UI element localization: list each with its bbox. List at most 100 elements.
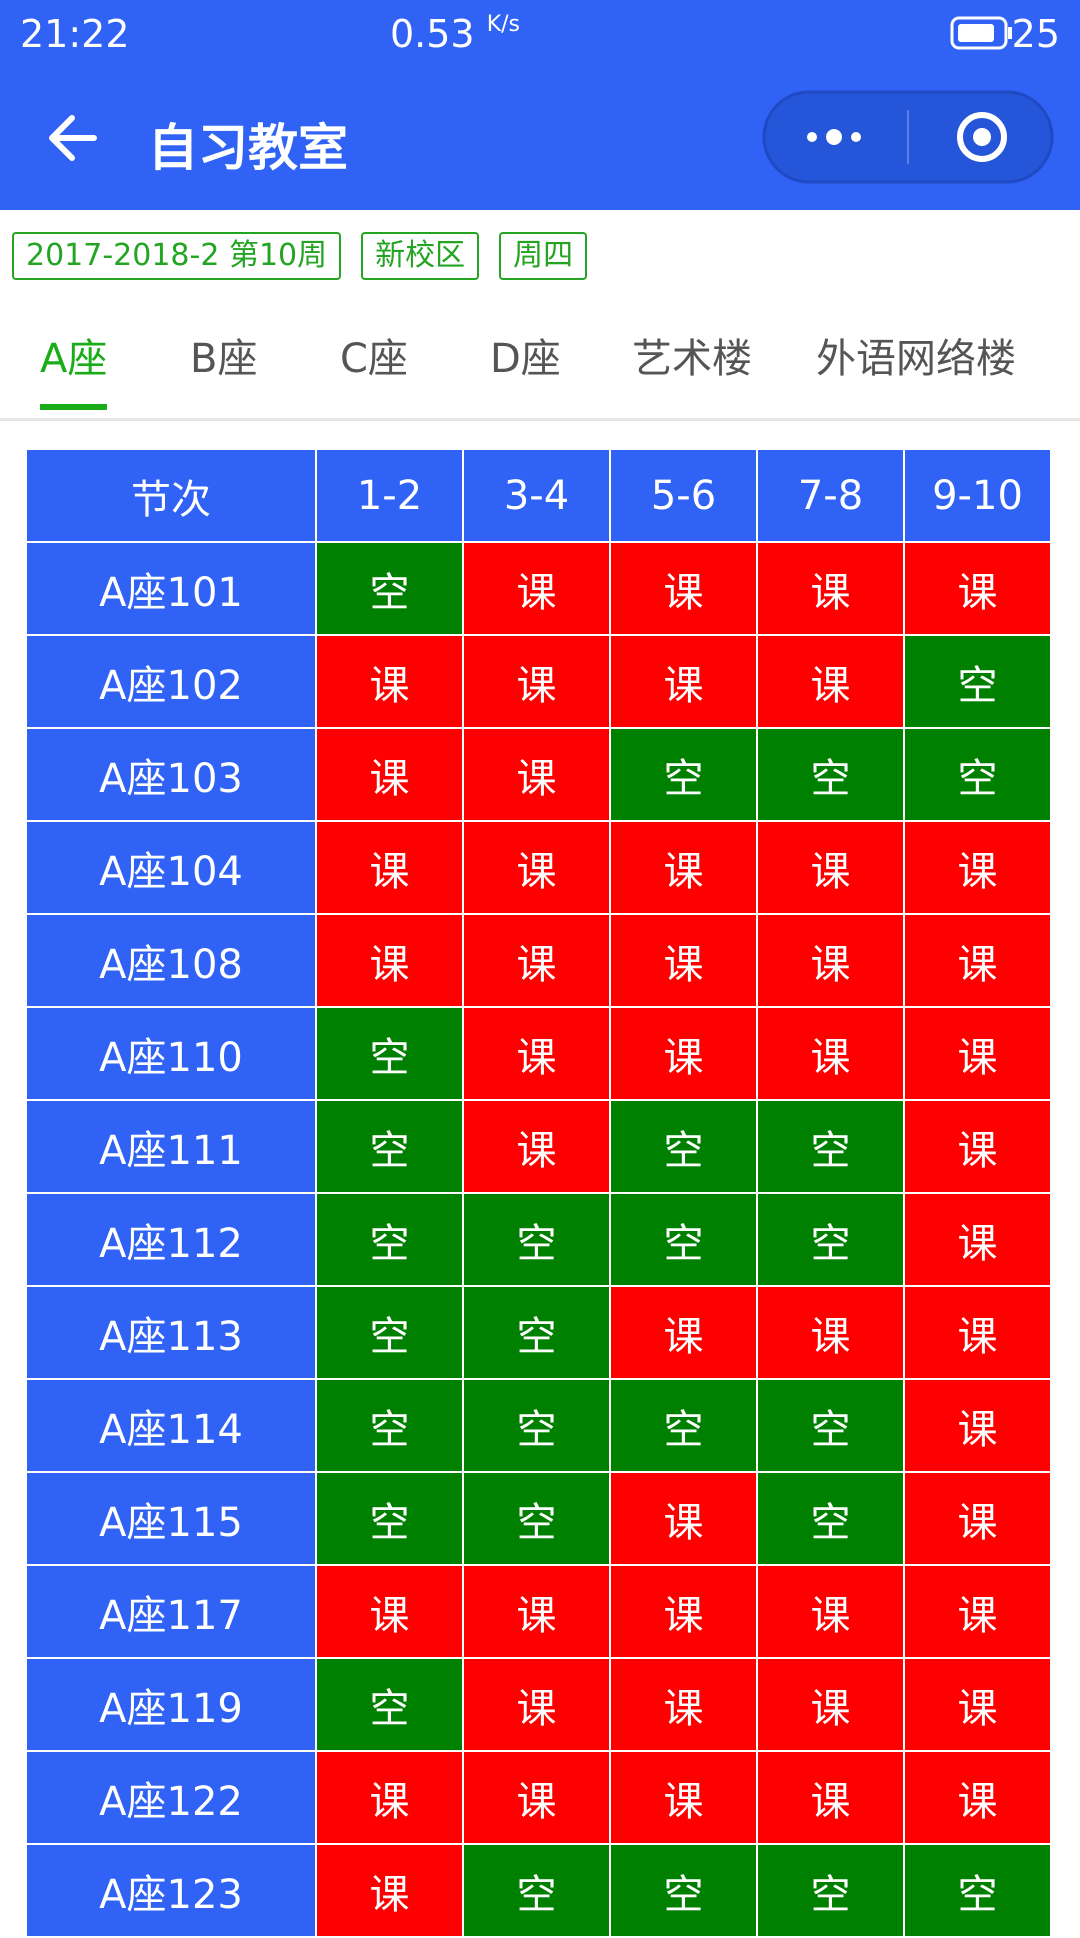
room-name: A座112 [27, 1194, 315, 1285]
period-status: 课 [317, 915, 462, 1006]
period-status: 课 [905, 1101, 1050, 1192]
room-row: A座112 空空空空课 [27, 1194, 1050, 1285]
period-status: 空 [611, 1380, 756, 1471]
filter-tag[interactable]: 2017-2018-2 第10周 [12, 232, 342, 280]
period-status: 课 [905, 1473, 1050, 1564]
period-status: 课 [758, 1752, 903, 1843]
period-status: 课 [464, 1101, 609, 1192]
room-row: A座111 空课空空课 [27, 1101, 1050, 1192]
building-tabs: A座 B座 C座 D座 艺术楼 外语网络楼 [0, 320, 1080, 421]
period-status: 课 [611, 1008, 756, 1099]
network-speed: 0.53 K/s [390, 12, 520, 56]
period-status: 空 [464, 1473, 609, 1564]
period-status: 课 [317, 636, 462, 727]
filter-tag[interactable]: 周四 [499, 232, 588, 280]
period-status: 课 [758, 1566, 903, 1657]
period-status: 课 [905, 822, 1050, 913]
period-status: 课 [464, 822, 609, 913]
period-status: 空 [317, 543, 462, 634]
room-schedule: 节次 1-2 3-4 5-6 7-8 9-10 A座101 空课课课课 A座102 课课课课空 A座… [25, 448, 1052, 1938]
period-status: 空 [464, 1194, 609, 1285]
building-tab[interactable]: 艺术楼 [632, 336, 752, 382]
header-cell: 节次 [27, 450, 315, 541]
room-row: A座113 空空课课课 [27, 1287, 1050, 1378]
period-status: 空 [464, 1845, 609, 1936]
period-status: 课 [317, 729, 462, 820]
filter-tag[interactable]: 新校区 [361, 232, 480, 280]
period-status: 空 [317, 1101, 462, 1192]
period-status: 课 [464, 915, 609, 1006]
period-status: 课 [611, 636, 756, 727]
room-row: A座108 课课课课课 [27, 915, 1050, 1006]
period-status: 课 [464, 1566, 609, 1657]
period-status: 课 [611, 1473, 756, 1564]
period-status: 课 [905, 1566, 1050, 1657]
room-name: A座104 [27, 822, 315, 913]
room-name: A座113 [27, 1287, 315, 1378]
period-status: 空 [611, 1194, 756, 1285]
period-status: 课 [758, 636, 903, 727]
period-status: 空 [905, 636, 1050, 727]
more-button[interactable] [807, 129, 861, 145]
period-status: 课 [905, 1380, 1050, 1471]
page-title: 自习教室 [148, 119, 348, 177]
period-status: 课 [464, 1752, 609, 1843]
period-status: 空 [464, 1380, 609, 1471]
tag-list: 2017-2018-2 第10周 新校区 周四 [12, 232, 607, 280]
period-status: 空 [611, 729, 756, 820]
room-row: A座115 空空课空课 [27, 1473, 1050, 1564]
status-bar: 21:22 0.53 K/s 25 [20, 8, 1060, 58]
building-tab[interactable]: A座 [40, 326, 108, 410]
close-button[interactable] [957, 112, 1007, 162]
room-row: A座110 空课课课课 [27, 1008, 1050, 1099]
period-status: 空 [905, 729, 1050, 820]
room-row: A座122 课课课课课 [27, 1752, 1050, 1843]
period-status: 课 [464, 543, 609, 634]
speed-value: 0.53 [390, 12, 475, 56]
room-row: A座114 空空空空课 [27, 1380, 1050, 1471]
period-status: 课 [611, 1752, 756, 1843]
header-row: 节次 1-2 3-4 5-6 7-8 9-10 [27, 450, 1050, 541]
room-row: A座123 课空空空空 [27, 1845, 1050, 1936]
room-row: A座101 空课课课课 [27, 543, 1050, 634]
period-status: 课 [905, 543, 1050, 634]
room-name: A座111 [27, 1101, 315, 1192]
building-tab[interactable]: 外语网络楼 [816, 336, 1016, 382]
period-status: 课 [464, 1008, 609, 1099]
period-status: 课 [905, 1008, 1050, 1099]
building-tab[interactable]: D座 [490, 336, 561, 382]
period-status: 空 [758, 729, 903, 820]
room-row: A座117 课课课课课 [27, 1566, 1050, 1657]
room-name: A座123 [27, 1845, 315, 1936]
period-status: 课 [611, 1287, 756, 1378]
speed-unit: K/s [486, 12, 521, 37]
room-name: A座114 [27, 1380, 315, 1471]
period-status: 课 [758, 822, 903, 913]
period-status: 课 [611, 543, 756, 634]
header-cell: 9-10 [905, 450, 1050, 541]
period-status: 课 [611, 915, 756, 1006]
period-status: 课 [611, 822, 756, 913]
building-tab[interactable]: C座 [340, 336, 408, 382]
period-status: 课 [758, 543, 903, 634]
period-status: 空 [317, 1008, 462, 1099]
room-row: A座119 空课课课课 [27, 1659, 1050, 1750]
app-header: 21:22 0.53 K/s 25 自习教室 [0, 0, 1080, 210]
period-status: 课 [464, 1659, 609, 1750]
header-cell: 1-2 [317, 450, 462, 541]
back-button[interactable] [44, 110, 100, 166]
period-status: 空 [758, 1845, 903, 1936]
period-status: 空 [317, 1473, 462, 1564]
building-tab[interactable]: B座 [190, 336, 258, 382]
period-status: 课 [317, 1845, 462, 1936]
header-cell: 3-4 [464, 450, 609, 541]
period-status: 课 [611, 1659, 756, 1750]
header-cell: 5-6 [611, 450, 756, 541]
period-status: 课 [758, 1659, 903, 1750]
room-name: A座117 [27, 1566, 315, 1657]
status-time: 21:22 [20, 12, 130, 56]
room-name: A座108 [27, 915, 315, 1006]
room-name: A座101 [27, 543, 315, 634]
room-row: A座104 课课课课课 [27, 822, 1050, 913]
period-status: 课 [758, 915, 903, 1006]
